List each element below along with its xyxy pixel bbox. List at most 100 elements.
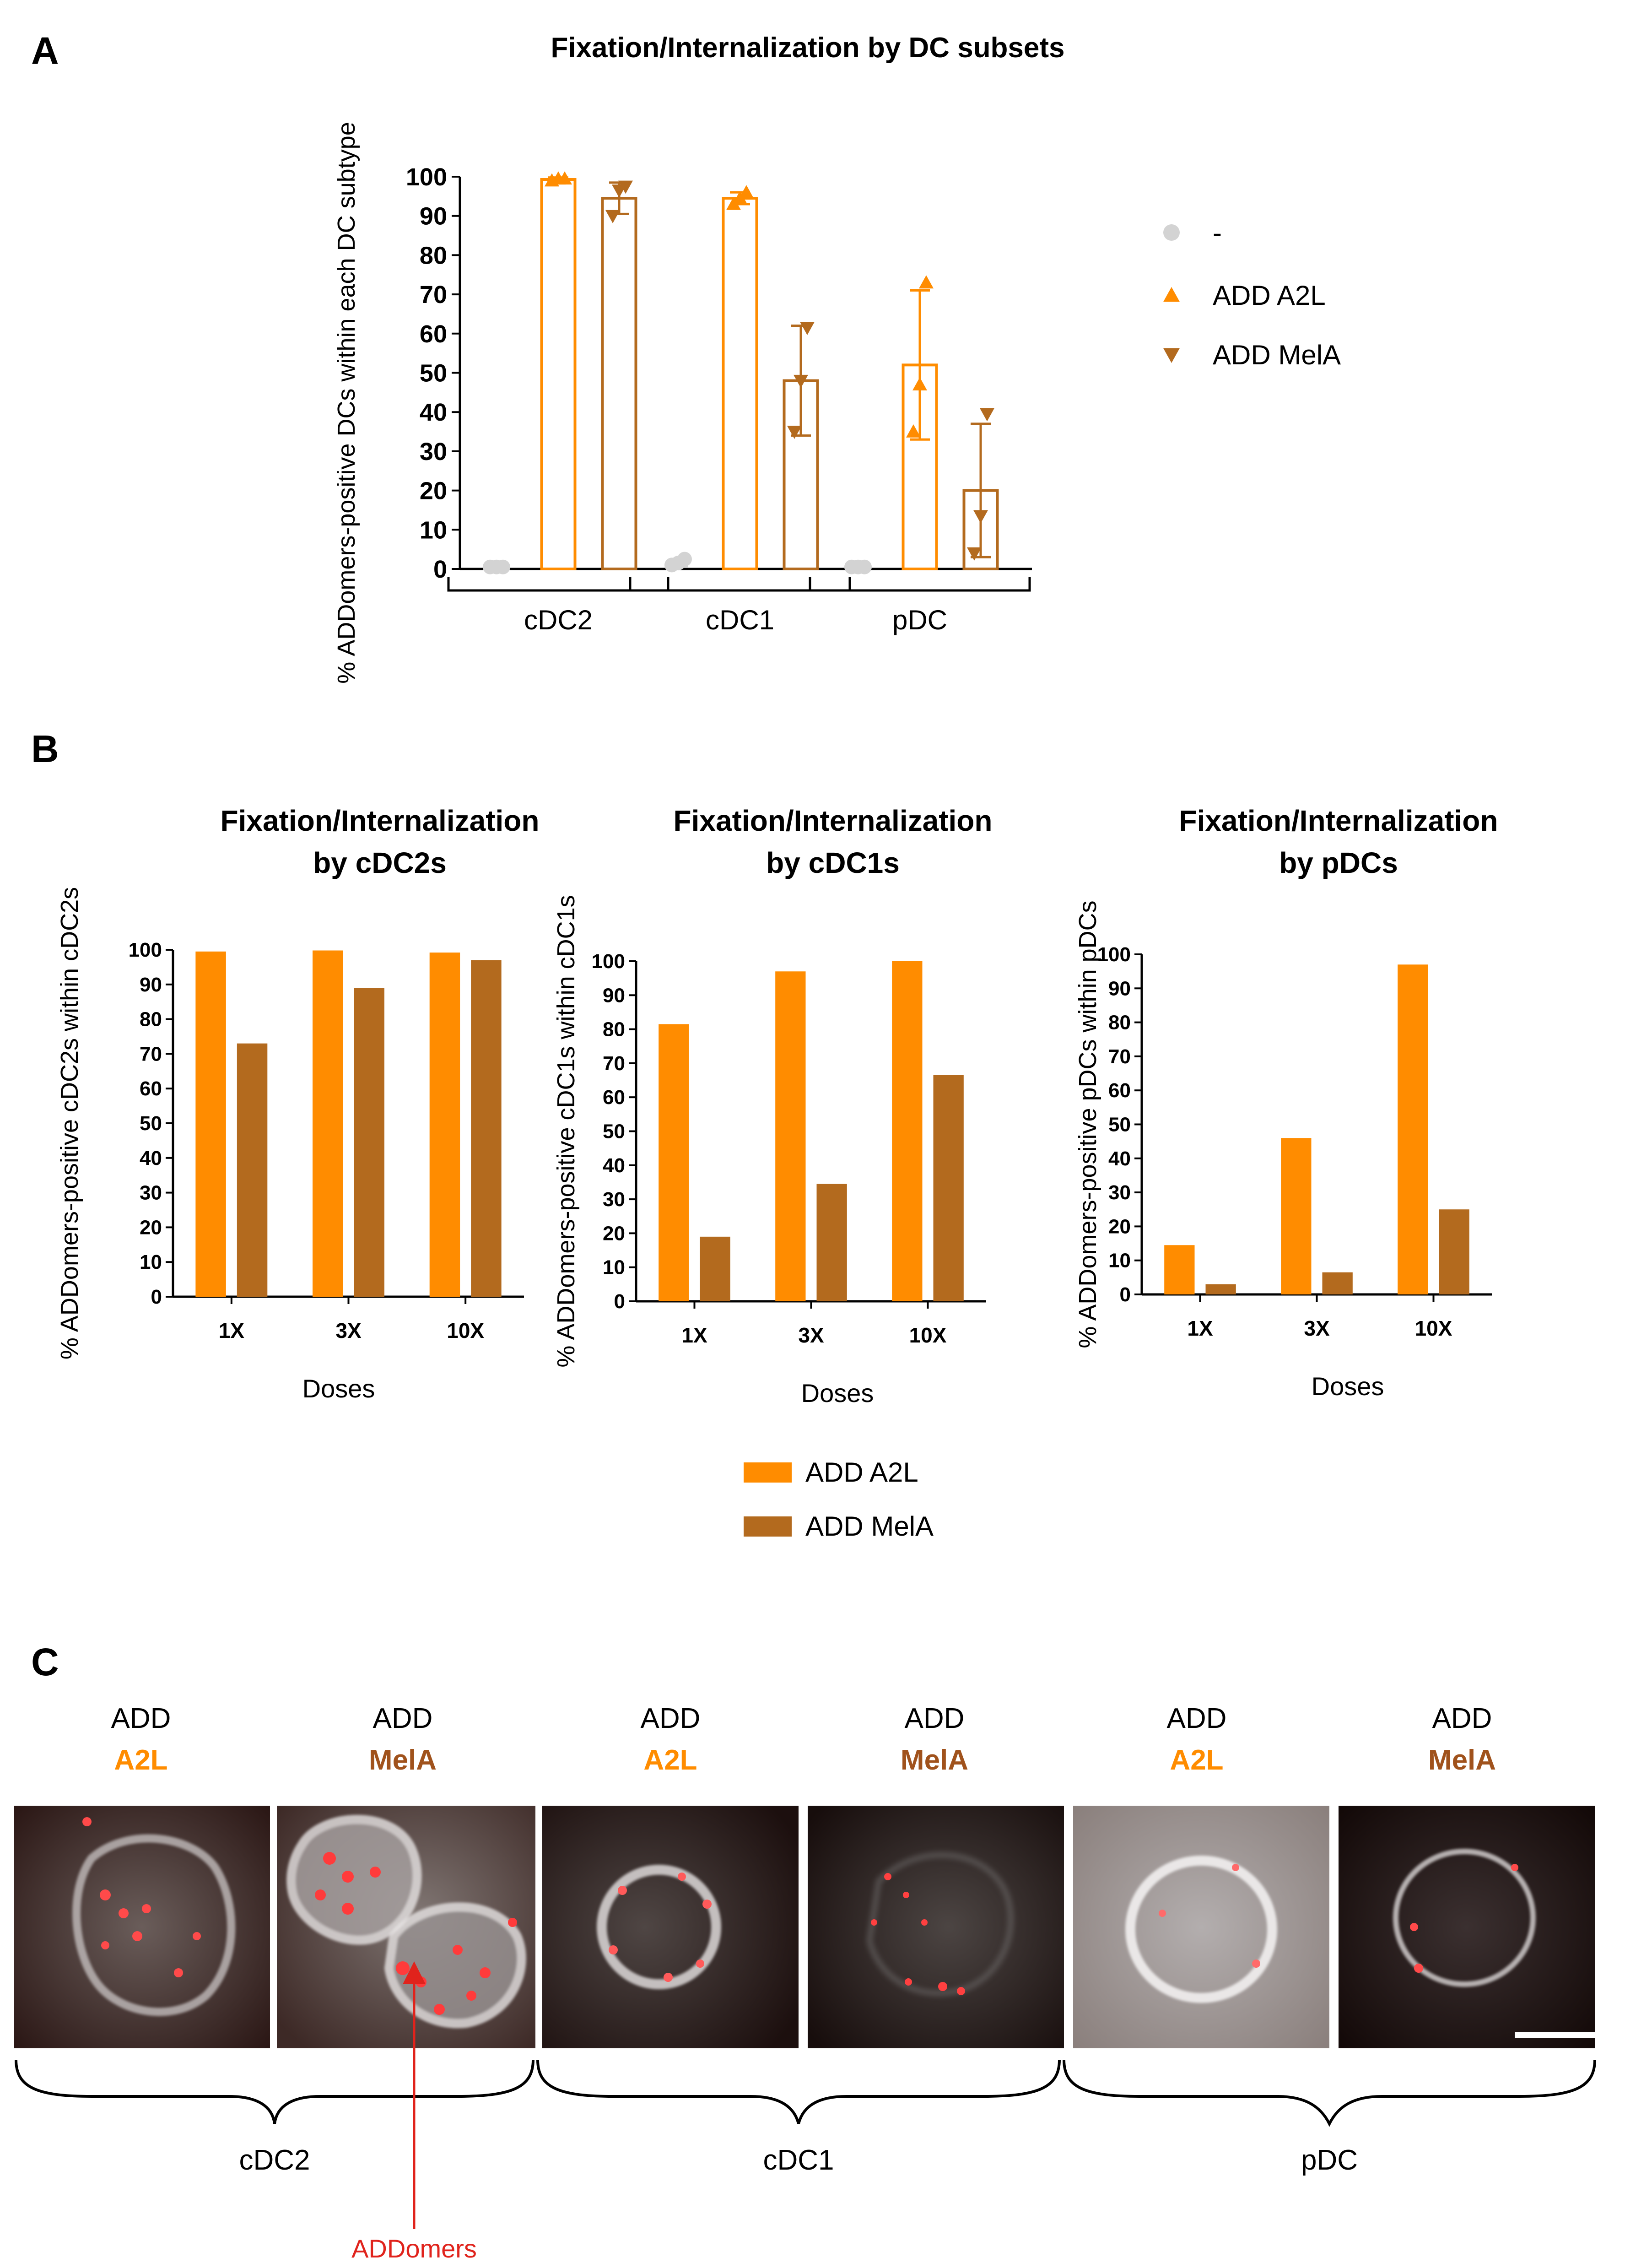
- panel-a-point: [557, 171, 572, 185]
- panel-a-point: [800, 322, 815, 335]
- panel-b-bar: [354, 988, 384, 1297]
- addomers-arrowhead: [403, 1961, 426, 1984]
- panel-b-bar: [1205, 1284, 1236, 1294]
- panel-a-ylabel: % ADDomers-positive DCs within each DC s…: [333, 122, 360, 683]
- group-label-cdc2: cDC2: [239, 2144, 310, 2176]
- panel-b-ytick-label: 70: [603, 1052, 625, 1075]
- panel-b-xtick-label: 1X: [681, 1323, 707, 1347]
- panel-b-bar: [471, 960, 502, 1297]
- panel-a-ytick-label: 70: [420, 281, 447, 309]
- panel-a-point: [906, 424, 921, 438]
- panel-b-ytick-label: 30: [603, 1188, 625, 1211]
- panel-b-ytick-label: 80: [1108, 1012, 1131, 1034]
- panel-b-ylabel: % ADDomers-positive cDC1s within cDC1s: [552, 895, 580, 1367]
- panel-a-point: [787, 426, 802, 439]
- panel-a-bar: [722, 197, 758, 570]
- addomers-annotation: ADDomers: [351, 1961, 477, 2263]
- panel-b-bar: [659, 1024, 689, 1301]
- panel-b-xtick-label: 10X: [1415, 1316, 1452, 1340]
- panel-a-ytick-label: 30: [420, 438, 447, 466]
- panel-b-title-line: by pDCs: [1279, 846, 1398, 879]
- panel-a-category-label: cDC2: [524, 605, 593, 635]
- panel-b-bar: [1439, 1209, 1469, 1294]
- micrograph-cdc1-mela: [808, 1806, 1064, 2048]
- panel-a-ytick-label: 80: [420, 242, 447, 269]
- panel-a-point: [912, 377, 927, 391]
- group-label-cdc1: cDC1: [763, 2144, 834, 2176]
- panel-b-ytick-label: 10: [1108, 1250, 1131, 1272]
- panel-b-bar: [816, 1184, 847, 1301]
- panel-b-ytick-label: 60: [603, 1086, 625, 1109]
- legend-b-swatch-a2l: [744, 1462, 792, 1483]
- panel-c-labels: ADD A2L ADD MelA ADD A2L ADD MelA ADD A2…: [111, 1703, 1496, 1776]
- panel-a-category-label: pDC: [892, 605, 947, 635]
- panel-letter-b: B: [31, 727, 59, 770]
- panel-a-legend-label: -: [1213, 217, 1222, 248]
- label-top-3: ADD: [641, 1703, 701, 1734]
- panel-a-point: [677, 552, 692, 567]
- panel-b-xtick-label: 10X: [447, 1319, 484, 1342]
- panel-a-legend-marker: [1163, 348, 1180, 363]
- brace-pdc: [1063, 2059, 1596, 2127]
- panel-b-ytick-label: 70: [1108, 1045, 1131, 1068]
- panel-a-point: [973, 510, 988, 524]
- panel-b-ytick-label: 50: [140, 1112, 162, 1135]
- panel-b-xtick-label: 3X: [335, 1319, 362, 1342]
- panel-a-point: [605, 210, 620, 223]
- panel-b-xtick-label: 1X: [1187, 1316, 1213, 1340]
- panel-a-legend-marker: [1163, 224, 1180, 241]
- panel-b-ytick-label: 50: [1108, 1114, 1131, 1136]
- panel-a-ytick-label: 50: [420, 360, 447, 387]
- group-label-pdc: pDC: [1301, 2144, 1358, 2176]
- label-bottom-5: A2L: [1170, 1744, 1223, 1776]
- micrograph-pdc-a2l: [1073, 1806, 1329, 2048]
- panel-a-ytick-label: 90: [420, 203, 447, 230]
- panel-b-ytick-label: 20: [1108, 1215, 1131, 1238]
- panel-b-bar: [1281, 1138, 1312, 1294]
- label-top-5: ADD: [1167, 1703, 1227, 1734]
- panel-a-ytick-label: 20: [420, 477, 447, 505]
- panel-a-legend-label: ADD MelA: [1213, 340, 1341, 370]
- panel-b-bar: [313, 950, 343, 1297]
- panel-b-ytick-label: 70: [140, 1043, 162, 1065]
- panel-a-point: [739, 185, 754, 199]
- label-bottom-1: A2L: [114, 1744, 167, 1776]
- panel-b-ytick-label: 60: [140, 1077, 162, 1100]
- panel-a-bars: [483, 171, 999, 574]
- label-bottom-6: MelA: [1428, 1744, 1496, 1776]
- panel-b-xtick-label: 1X: [219, 1319, 245, 1342]
- legend-b-label-mela: ADD MelA: [805, 1511, 934, 1542]
- micrograph-cdc1-a2l: [542, 1806, 799, 2048]
- panel-b-title-line: by cDC2s: [313, 846, 447, 879]
- panel-b-bar: [1322, 1272, 1353, 1294]
- panel-b-ytick-label: 100: [1097, 943, 1131, 966]
- panel-b-chart-2: Fixation/Internalization by cDC1s % ADDome…: [552, 804, 992, 1407]
- panel-b-ytick-label: 30: [1108, 1181, 1131, 1204]
- panel-c-images: [14, 1806, 1595, 2048]
- panel-b-bar: [237, 1043, 268, 1297]
- panel-a-group-bracket: [629, 577, 851, 592]
- panel-a-group-bracket: [809, 577, 1031, 592]
- panel-a-category-label: cDC1: [706, 605, 774, 635]
- legend-b-label-a2l: ADD A2L: [805, 1457, 918, 1488]
- panel-a-ytick-label: 10: [420, 516, 447, 544]
- panel-a-ytick-label: 40: [420, 399, 447, 426]
- panel-b-ytick-label: 0: [614, 1290, 625, 1313]
- panel-a-point: [919, 275, 934, 289]
- panel-a-bar: [601, 197, 637, 570]
- panel-b-xtick-label: 10X: [909, 1323, 947, 1347]
- panel-b-ytick-label: 20: [140, 1216, 162, 1239]
- panel-b-ylabel: % ADDomers-positive cDC2s within cDC2s: [56, 887, 83, 1359]
- panel-b-ytick-label: 0: [1120, 1283, 1131, 1306]
- panel-a-title: Fixation/Internalization by DC subsets: [551, 32, 1064, 64]
- panel-a-legend-label: ADD A2L: [1213, 280, 1326, 311]
- panel-a-legend-marker: [1163, 287, 1180, 302]
- panel-b-xtick-label: 3X: [798, 1323, 824, 1347]
- label-bottom-2: MelA: [369, 1744, 437, 1776]
- panel-b-ytick-label: 90: [140, 974, 162, 996]
- panel-b-xlabel: Doses: [302, 1374, 375, 1403]
- panel-b-ytick-label: 90: [603, 984, 625, 1007]
- scale-bar: [1515, 2032, 1595, 2038]
- panel-b-ytick-label: 40: [603, 1154, 625, 1177]
